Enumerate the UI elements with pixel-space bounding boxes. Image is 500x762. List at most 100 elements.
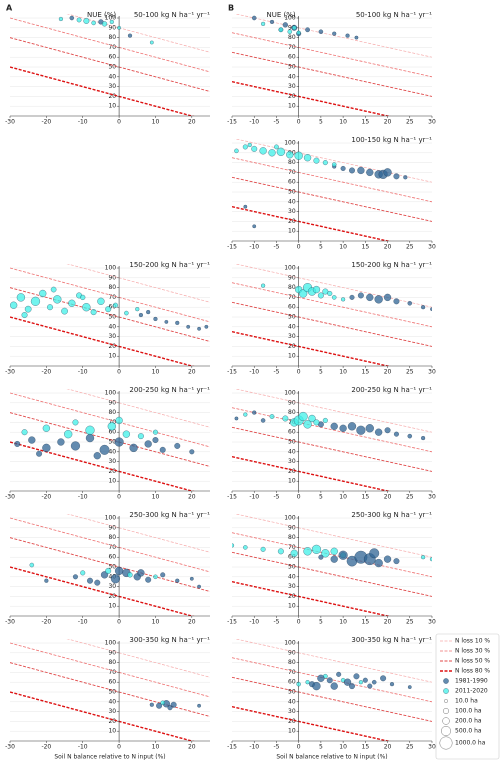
y-tick-label: 60 — [108, 554, 116, 561]
loss-line — [234, 14, 432, 58]
panel: 10 20 30 40 50 60 70 80 90 100 -15 -10 -5 0 5 10 15 20 25 3… — [227, 261, 436, 376]
point — [384, 427, 391, 434]
point — [290, 549, 298, 557]
point — [114, 437, 124, 447]
x-tick-label: 0 — [297, 119, 301, 126]
x-tick-label: 20 — [188, 494, 196, 501]
x-tick-label: -10 — [78, 494, 88, 501]
loss-line — [10, 662, 210, 717]
loss-line — [10, 517, 210, 573]
loss-line — [232, 331, 391, 366]
point — [234, 416, 239, 421]
panel: 102030405060708090100-30-20-1001020250-3… — [5, 511, 210, 626]
y-tick-label: 10 — [288, 603, 296, 610]
x-tick-label: 10 — [339, 369, 347, 376]
point — [383, 555, 392, 563]
y-tick-label: 60 — [288, 429, 296, 436]
point — [243, 545, 248, 550]
y-tick-label: 90 — [108, 399, 116, 406]
point — [274, 144, 279, 150]
y-tick-label: 70 — [288, 169, 296, 176]
panel-title: 150-200 kg N ha⁻¹ yr⁻¹ — [351, 261, 432, 269]
panel-title: 300-350 kg N ha⁻¹ yr⁻¹ — [351, 636, 432, 644]
x-tick-label: -30 — [5, 744, 15, 751]
y-tick-label: 10 — [288, 728, 296, 735]
point — [87, 577, 93, 584]
x-tick-label: 0 — [117, 119, 121, 126]
loss-line — [10, 566, 195, 616]
y-tick-label: 20 — [288, 343, 296, 350]
point — [343, 678, 352, 686]
point — [286, 151, 294, 159]
y-tick-label: 80 — [108, 534, 116, 541]
loss-line — [234, 514, 432, 558]
point — [369, 548, 380, 559]
loss-line — [232, 426, 432, 472]
x-tick-label: 15 — [362, 744, 370, 751]
points — [10, 286, 209, 331]
point — [80, 294, 86, 300]
y-tick-label: 40 — [288, 198, 296, 205]
y-tick-label: 90 — [288, 524, 296, 531]
point — [175, 320, 180, 325]
loss-line — [10, 267, 210, 323]
point — [243, 412, 248, 417]
loss-line — [232, 706, 391, 741]
y-tick-label: 10 — [108, 478, 116, 485]
y-tick-label: 100 — [284, 265, 296, 272]
x-tick-label: -5 — [273, 619, 279, 626]
x-tick-label: 30 — [428, 619, 436, 626]
loss-line — [234, 639, 432, 683]
x-tick-label: 20 — [384, 119, 392, 126]
x-tick-label: 0 — [297, 744, 301, 751]
point — [80, 570, 86, 576]
point — [347, 422, 357, 431]
point — [317, 292, 324, 299]
x-tick-label: 25 — [406, 619, 414, 626]
legend-label: 10.0 ha — [455, 698, 478, 705]
point — [138, 312, 143, 318]
point — [85, 425, 95, 435]
y-tick-label: 30 — [288, 583, 296, 590]
point — [338, 550, 348, 560]
point — [68, 299, 76, 307]
point — [127, 33, 133, 38]
point — [83, 17, 90, 24]
point — [332, 31, 337, 36]
x-tick-label: -10 — [249, 744, 259, 751]
point — [50, 286, 57, 293]
y-tick-label: 50 — [108, 64, 116, 71]
loss-line — [232, 581, 391, 616]
loss-line — [66, 389, 210, 428]
y-tick-label: 10 — [288, 478, 296, 485]
point — [110, 574, 121, 584]
y-tick-label: 70 — [108, 294, 116, 301]
x-tick-label: -5 — [273, 244, 279, 251]
x-tick-label: -10 — [249, 494, 259, 501]
point — [312, 681, 321, 691]
y-tick-label: 20 — [288, 468, 296, 475]
point — [117, 25, 121, 30]
loss-line — [10, 37, 210, 92]
y-tick-label: 100 — [284, 390, 296, 397]
points — [234, 142, 408, 229]
point — [345, 33, 350, 38]
y-tick-label: 40 — [288, 323, 296, 330]
y-tick-label: 60 — [288, 304, 296, 311]
point — [247, 142, 252, 148]
point — [313, 157, 320, 164]
x-tick-label: -5 — [273, 369, 279, 376]
point — [259, 147, 267, 155]
point — [145, 576, 152, 583]
loss-line — [10, 66, 195, 116]
x-tick-label: -10 — [249, 244, 259, 251]
y-tick-label: 50 — [108, 564, 116, 571]
loss-lines — [232, 639, 432, 741]
point — [362, 677, 368, 683]
x-tick-label: -15 — [227, 369, 237, 376]
x-tick-label: 20 — [384, 494, 392, 501]
x-tick-label: 5 — [319, 619, 323, 626]
y-tick-label: 20 — [288, 718, 296, 725]
loss-line — [232, 282, 432, 328]
y-tick-label: 20 — [108, 593, 116, 600]
